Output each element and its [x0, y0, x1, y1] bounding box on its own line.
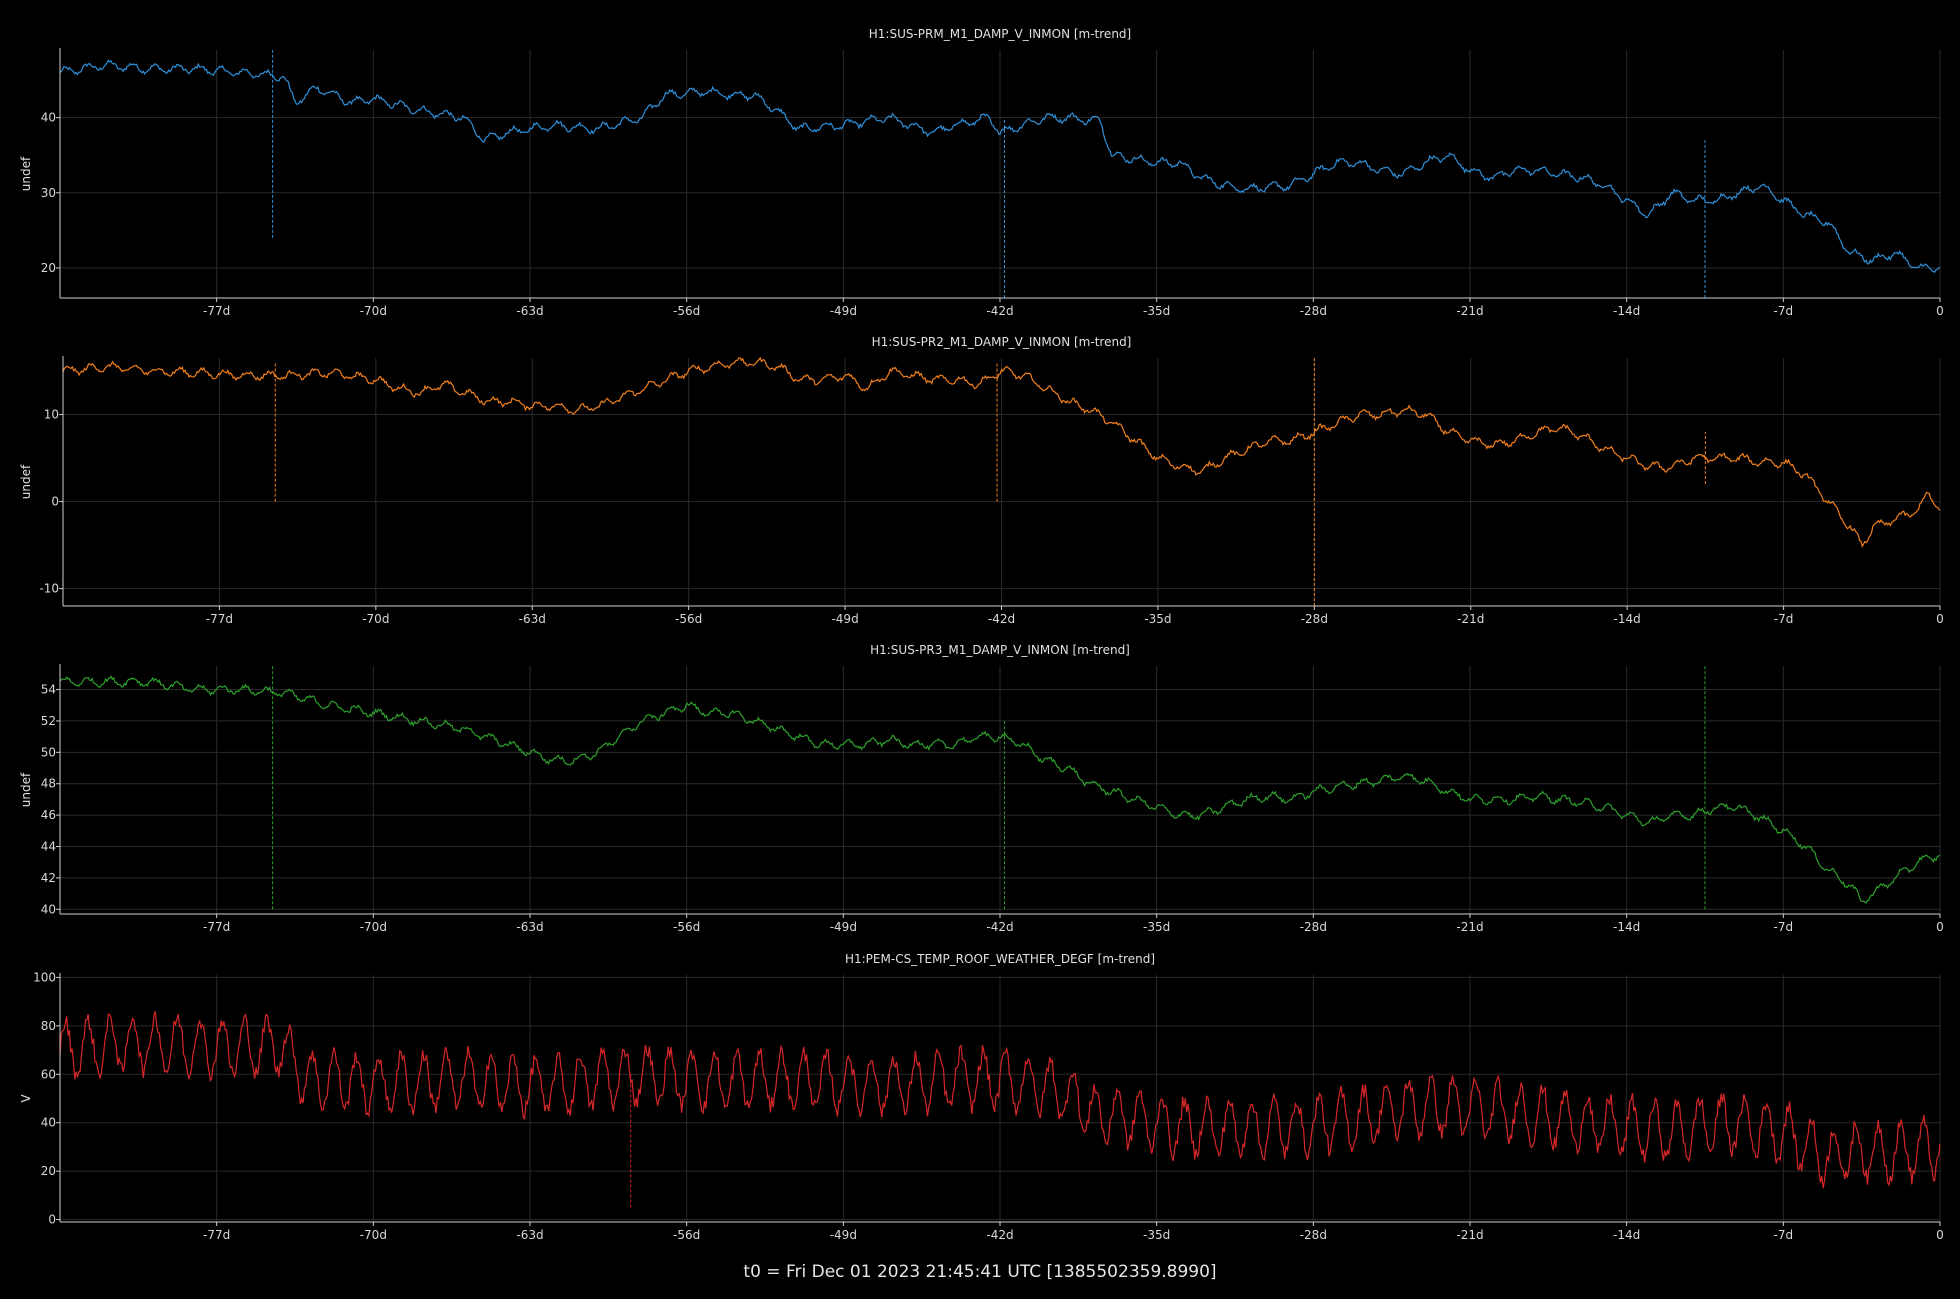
x-tick-label: -21d — [1456, 1228, 1483, 1242]
x-tick-label: -63d — [516, 1228, 543, 1242]
y-tick-label: 60 — [41, 1067, 56, 1081]
series-line — [59, 59, 1941, 273]
chart-title: H1:SUS-PRM_M1_DAMP_V_INMON [m-trend] — [869, 27, 1131, 41]
y-tick-label: 80 — [41, 1019, 56, 1033]
x-tick-label: -28d — [1300, 920, 1327, 934]
x-tick-label: 0 — [1936, 612, 1944, 626]
x-tick-label: -49d — [830, 1228, 857, 1242]
chart-title: H1:PEM-CS_TEMP_ROOF_WEATHER_DEGF [m-tren… — [845, 952, 1155, 966]
x-tick-label: -14d — [1614, 612, 1641, 626]
y-axis-label: V — [19, 1094, 33, 1103]
y-axis-label: undef — [19, 772, 33, 807]
y-tick-label: 52 — [41, 714, 56, 728]
x-tick-label: -7d — [1774, 920, 1794, 934]
series-line — [59, 1011, 1941, 1189]
x-tick-label: -49d — [830, 920, 857, 934]
x-tick-label: -7d — [1774, 304, 1794, 318]
y-tick-label: 46 — [41, 808, 56, 822]
x-tick-label: 0 — [1936, 1228, 1944, 1242]
y-tick-label: 40 — [41, 902, 56, 916]
x-tick-label: -77d — [203, 304, 230, 318]
y-tick-label: 42 — [41, 871, 56, 885]
x-tick-label: -28d — [1300, 304, 1327, 318]
y-tick-label: 44 — [41, 840, 56, 854]
x-tick-label: -63d — [519, 612, 546, 626]
x-tick-label: -35d — [1143, 920, 1170, 934]
x-tick-label: 0 — [1936, 920, 1944, 934]
x-tick-label: -14d — [1613, 920, 1640, 934]
x-tick-label: -56d — [673, 920, 700, 934]
chart-title: H1:SUS-PR2_M1_DAMP_V_INMON [m-trend] — [872, 335, 1132, 349]
chart-panel-4: -77d -70d -63d -56d -49d -42d -35d -28d -21d -14d… — [19, 952, 1944, 1242]
x-tick-label: -21d — [1456, 304, 1483, 318]
x-tick-label: -21d — [1456, 920, 1483, 934]
x-tick-label: -56d — [673, 1228, 700, 1242]
x-tick-label: -49d — [830, 304, 857, 318]
x-tick-label: -42d — [986, 1228, 1013, 1242]
x-tick-label: -42d — [986, 920, 1013, 934]
x-tick-label: -7d — [1774, 612, 1794, 626]
y-tick-label: 40 — [41, 111, 56, 125]
chart-panel-1: -77d -70d -63d -56d -49d -42d -35d -28d -21d -14d… — [19, 27, 1944, 318]
y-tick-label: 48 — [41, 777, 56, 791]
reference-time-label: t0 = Fri Dec 01 2023 21:45:41 UTC [13855… — [743, 1262, 1217, 1282]
y-tick-label: 0 — [51, 495, 59, 509]
chart-panel-2: -77d -70d -63d -56d -49d -42d -35d -28d -21d -14d… — [19, 335, 1944, 626]
x-tick-label: -63d — [516, 920, 543, 934]
x-tick-label: -35d — [1143, 1228, 1170, 1242]
y-tick-label: 54 — [41, 683, 56, 697]
y-tick-label: 20 — [41, 261, 56, 275]
x-tick-label: -35d — [1144, 612, 1171, 626]
x-tick-label: -14d — [1613, 1228, 1640, 1242]
x-tick-label: -70d — [362, 612, 389, 626]
x-tick-label: -28d — [1300, 1228, 1327, 1242]
x-tick-label: -70d — [360, 304, 387, 318]
x-tick-label: -49d — [831, 612, 858, 626]
y-tick-label: 10 — [44, 408, 59, 422]
x-tick-label: -42d — [986, 304, 1013, 318]
y-tick-label: -10 — [39, 582, 59, 596]
x-tick-label: -63d — [516, 304, 543, 318]
x-tick-label: -70d — [360, 920, 387, 934]
y-tick-label: 100 — [33, 970, 56, 984]
y-axis-label: undef — [19, 464, 33, 499]
y-axis-label: undef — [19, 156, 33, 191]
x-tick-label: -56d — [675, 612, 702, 626]
x-tick-label: -77d — [206, 612, 233, 626]
y-tick-label: 30 — [41, 186, 56, 200]
x-tick-label: -21d — [1457, 612, 1484, 626]
y-tick-label: 50 — [41, 745, 56, 759]
x-tick-label: -35d — [1143, 304, 1170, 318]
x-tick-label: -56d — [673, 304, 700, 318]
x-tick-label: -7d — [1774, 1228, 1794, 1242]
series-line — [62, 356, 1941, 548]
x-tick-label: -42d — [988, 612, 1015, 626]
y-tick-label: 0 — [48, 1213, 56, 1227]
x-tick-label: -70d — [360, 1228, 387, 1242]
y-tick-label: 40 — [41, 1116, 56, 1130]
series-line — [59, 675, 1941, 904]
y-tick-label: 20 — [41, 1164, 56, 1178]
x-tick-label: -77d — [203, 920, 230, 934]
chart-title: H1:SUS-PR3_M1_DAMP_V_INMON [m-trend] — [870, 643, 1130, 657]
chart-panel-3: -77d -70d -63d -56d -49d -42d -35d -28d -21d -14d… — [19, 643, 1944, 934]
x-tick-label: -77d — [203, 1228, 230, 1242]
x-tick-label: 0 — [1936, 304, 1944, 318]
x-tick-label: -28d — [1301, 612, 1328, 626]
x-tick-label: -14d — [1613, 304, 1640, 318]
